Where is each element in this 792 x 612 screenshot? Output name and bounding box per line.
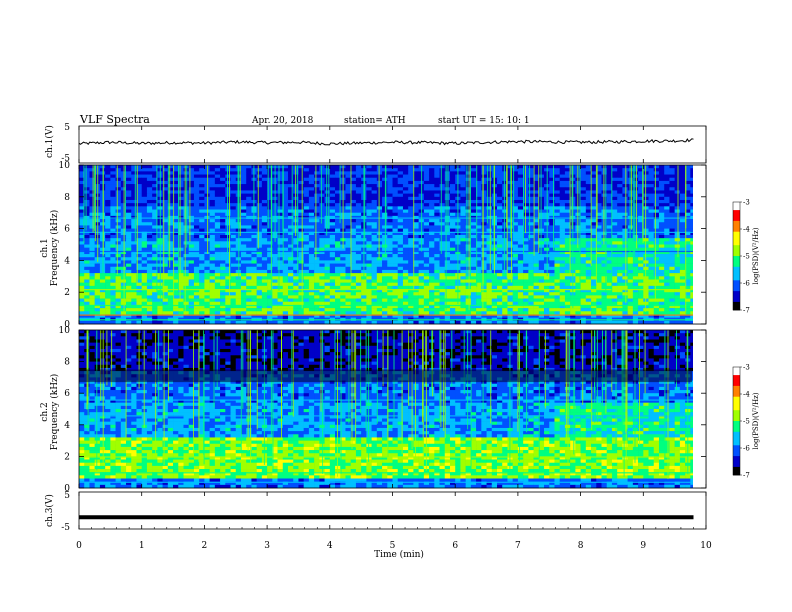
ch3-ytick-top: 5	[64, 491, 70, 501]
ch2-spectrogram-image	[79, 330, 707, 489]
xtick-label: 9	[640, 541, 646, 551]
colorbar-tick: -3	[743, 199, 750, 207]
ch1-ytick-bottom: -5	[61, 154, 70, 164]
ch2-colorbar: -3 -4 -5 -6 -7 log(PSD)(V²/Hz)	[732, 364, 760, 480]
ch1-frame	[78, 125, 707, 164]
ch1-ylabel: ch.1(V)	[44, 125, 55, 158]
ch3-ylabel: ch.3(V)	[44, 494, 55, 527]
ytick-label: 6	[64, 389, 70, 399]
time-axis-label: Time (min)	[374, 549, 424, 560]
figure-title: VLF Spectra	[79, 113, 150, 126]
ch1-spectrogram-image	[79, 165, 707, 325]
xtick-label: 4	[327, 541, 333, 551]
ch1-spec-ylabel-2: Frequency (kHz)	[49, 210, 60, 287]
xtick-label: 2	[202, 541, 208, 551]
colorbar-tick: -6	[743, 445, 750, 453]
xtick-label: 6	[452, 541, 458, 551]
ch2-spec-ylabel-1: ch.2	[40, 402, 50, 421]
ytick-label: 0	[64, 484, 70, 494]
colorbar-tick: -5	[743, 418, 750, 426]
colorbar-tick: -4	[743, 391, 750, 399]
ch3-waveform-panel: 5 -5 ch.3(V)	[44, 491, 707, 533]
colorbar-tick: -7	[743, 307, 750, 315]
xtick-label: 0	[76, 541, 82, 551]
ch1-waveform-trace	[78, 138, 694, 146]
ytick-label: 8	[64, 193, 70, 203]
ch1-spectrogram-panel: 0 2 4 6 8 10 ch.1 Frequency (kHz)	[40, 161, 707, 330]
ytick-label: 4	[64, 256, 70, 266]
date-label: Apr. 20, 2018	[251, 116, 314, 126]
colorbar-label: log(PSD)(V²/Hz)	[752, 392, 760, 449]
xtick-label: 8	[578, 541, 584, 551]
ytick-label: 2	[64, 452, 70, 462]
ytick-label: 10	[59, 161, 71, 171]
station-label: station= ATH	[344, 116, 406, 126]
ch1-colorbar: -3 -4 -5 -6 -7 log(PSD)(V²/Hz)	[732, 199, 760, 315]
colorbar-tick: -3	[743, 364, 750, 372]
ytick-label: 4	[64, 421, 70, 431]
ch1-waveform-panel: 5 -5 ch.1(V)	[44, 123, 707, 164]
colorbar-tick: -6	[743, 280, 750, 288]
xtick-label: 5	[390, 541, 396, 551]
ch1-ytick-top: 5	[64, 123, 70, 133]
ch3-ytick-bottom: -5	[61, 523, 70, 533]
time-axis: 0 1 2 3 4 5 6 7 8 9 10	[76, 126, 712, 551]
ytick-label: 10	[59, 326, 71, 336]
ch1-waveform-line	[78, 138, 694, 146]
ch1-spec-ylabel-1: ch.1	[40, 238, 50, 257]
ytick-label: 2	[64, 288, 70, 298]
ytick-label: 6	[64, 225, 70, 235]
ytick-label: 8	[64, 358, 70, 368]
colorbar-tick: -4	[743, 226, 750, 234]
start-time-label: start UT = 15: 10: 1	[438, 116, 530, 126]
colorbar-label: log(PSD)(V²/Hz)	[752, 227, 760, 284]
xtick-label: 10	[700, 541, 712, 551]
colorbar-tick: -7	[743, 472, 750, 480]
colorbar-tick: -5	[743, 253, 750, 261]
ch2-spec-ylabel-2: Frequency (kHz)	[49, 374, 60, 451]
xtick-label: 3	[264, 541, 270, 551]
ch3-frame	[78, 491, 707, 530]
xtick-label: 1	[139, 541, 145, 551]
xtick-label: 7	[515, 541, 521, 551]
ch2-spectrogram-panel: 0 2 4 6 8 10 ch.2 Frequency (kHz)	[40, 326, 707, 494]
ytick-label: 0	[64, 320, 70, 330]
